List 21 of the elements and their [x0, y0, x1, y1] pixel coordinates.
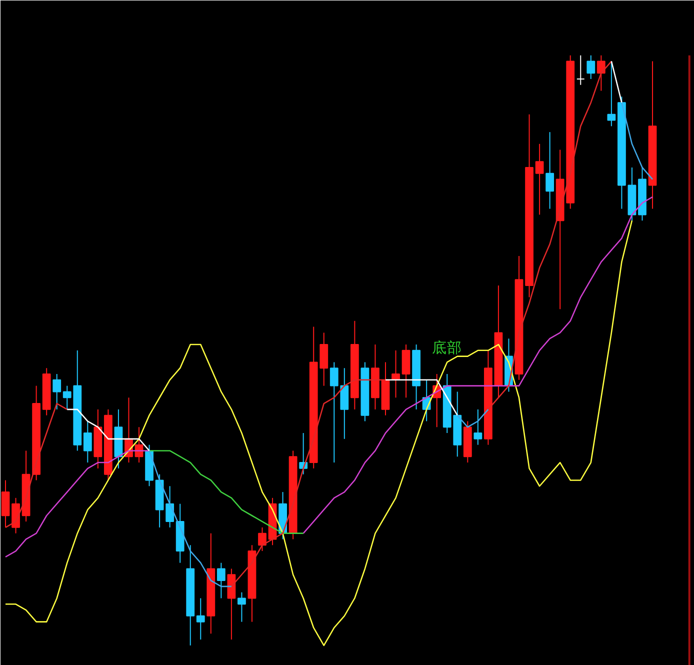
candlestick — [166, 486, 174, 528]
candlestick — [402, 344, 410, 398]
candlestick — [83, 420, 92, 464]
candlestick — [546, 132, 554, 210]
candlestick — [52, 374, 62, 410]
candlestick — [576, 54, 585, 86]
candlestick — [474, 408, 482, 446]
candlestick — [238, 592, 246, 622]
candlestick — [596, 54, 606, 92]
candlestick — [196, 598, 205, 640]
candlestick — [1, 480, 10, 528]
candlestick — [216, 562, 226, 599]
candlestick — [330, 362, 338, 464]
candlestick — [340, 368, 349, 440]
candlestick — [227, 568, 236, 640]
candlestick — [12, 497, 20, 534]
candlestick — [535, 143, 544, 216]
candlestick — [258, 526, 266, 552]
annotation: 底部 — [432, 339, 462, 356]
candlestick — [607, 60, 616, 127]
candlestick — [586, 54, 596, 80]
